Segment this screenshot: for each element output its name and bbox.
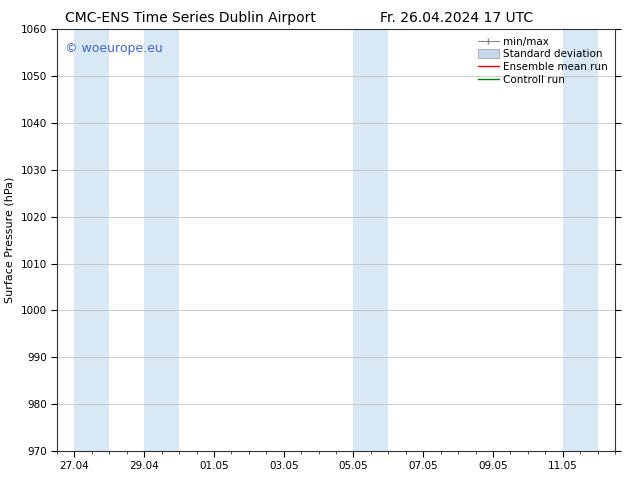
Text: CMC-ENS Time Series Dublin Airport: CMC-ENS Time Series Dublin Airport (65, 11, 316, 25)
Bar (354, 29, 388, 451)
Bar (563, 29, 598, 451)
Text: Fr. 26.04.2024 17 UTC: Fr. 26.04.2024 17 UTC (380, 11, 533, 25)
Y-axis label: Surface Pressure (hPa): Surface Pressure (hPa) (5, 177, 15, 303)
Bar (145, 29, 179, 451)
Bar (75, 29, 110, 451)
Legend: min/max, Standard deviation, Ensemble mean run, Controll run: min/max, Standard deviation, Ensemble me… (476, 35, 610, 87)
Text: © woeurope.eu: © woeurope.eu (65, 42, 163, 55)
